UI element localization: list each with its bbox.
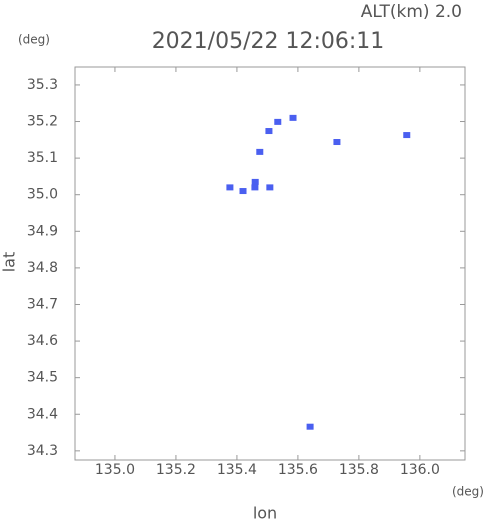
y-tick-label: 34.6: [27, 333, 58, 349]
x-tick-label: 135.8: [339, 462, 379, 478]
data-point: [266, 184, 274, 191]
y-tick-label: 35.2: [27, 114, 58, 130]
data-point: [289, 114, 297, 121]
y-tick-label: 34.7: [27, 296, 58, 312]
y-axis-label: lat: [0, 252, 19, 273]
x-tick-label: 135.6: [278, 462, 318, 478]
x-tick-label: 135.2: [156, 462, 196, 478]
data-point: [333, 139, 341, 146]
y-tick-label: 34.9: [27, 223, 58, 239]
y-tick-label: 35.0: [27, 187, 58, 203]
y-tick-label: 35.1: [27, 150, 58, 166]
x-tick-label: 135.0: [95, 462, 135, 478]
data-point: [226, 184, 234, 191]
y-tick-label: 34.5: [27, 370, 58, 386]
data-point: [265, 128, 273, 135]
y-tick-label: 34.3: [27, 443, 58, 459]
data-point: [256, 148, 264, 155]
x-axis-label: lon: [253, 504, 277, 521]
y-tick-label: 34.4: [27, 406, 58, 422]
data-point: [274, 118, 282, 125]
y-unit: (deg): [18, 33, 50, 47]
data-point: [306, 423, 314, 430]
x-tick-label: 136.0: [400, 462, 440, 478]
y-tick-label: 35.3: [27, 77, 58, 93]
data-point: [251, 178, 259, 185]
y-tick-label: 34.8: [27, 260, 58, 276]
data-point: [239, 188, 247, 195]
data-point: [251, 184, 259, 191]
annotation: ALT(km) 2.0: [361, 2, 462, 22]
plot-frame: [74, 66, 466, 461]
data-point: [403, 132, 411, 139]
chart-title: 2021/05/22 12:06:11: [152, 29, 385, 54]
x-unit: (deg): [452, 485, 484, 499]
x-tick-label: 135.4: [217, 462, 257, 478]
